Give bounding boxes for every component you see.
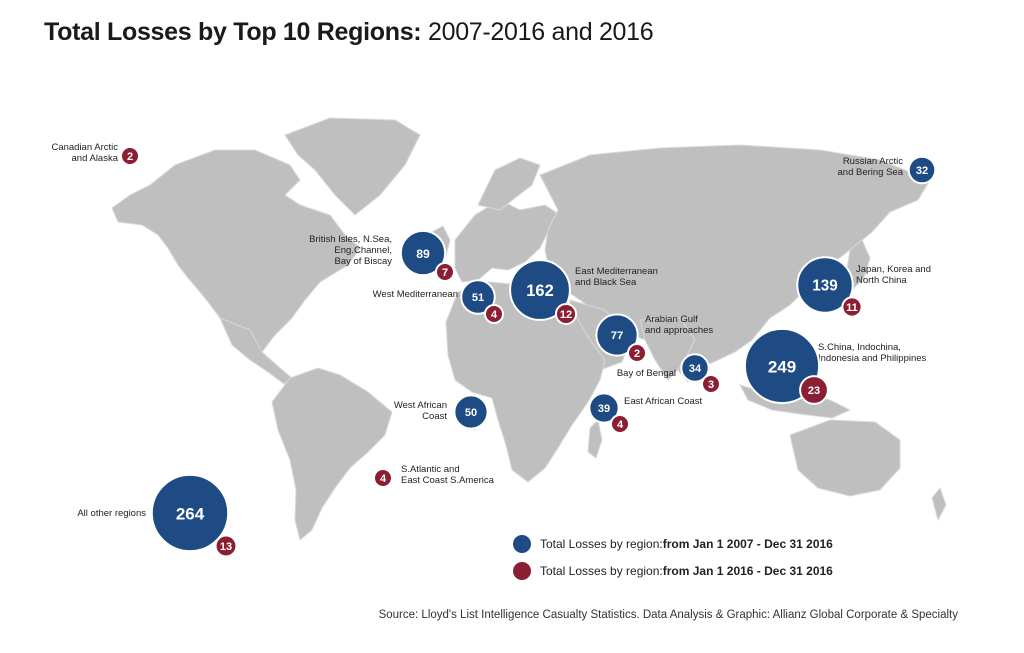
region-1-label: Russian Arctic and Bering Sea	[838, 156, 904, 178]
region-7-2007-2016-value: 249	[768, 358, 796, 377]
title-bold: Total Losses by Top 10 Regions:	[44, 18, 422, 46]
region-6-label: Arabian Gulf and approaches	[645, 314, 713, 336]
north-america	[111, 149, 361, 356]
region-9-2016-bubble	[610, 414, 630, 434]
region-2-2016-bubble	[435, 262, 455, 282]
region-8-2016-bubble	[701, 374, 721, 394]
legend-item-2016: Total Losses by region: from Jan 1 2016 …	[513, 557, 833, 584]
legend-period: from Jan 1 2007 - Dec 31 2016	[662, 536, 833, 551]
region-6-2016-bubble	[627, 343, 647, 363]
source-note: Source: Lloyd's List Intelligence Casual…	[378, 609, 958, 621]
region-4-2016-value: 12	[560, 309, 572, 321]
region-6-2016-value: 2	[634, 348, 640, 360]
region-0-2016-value: 2	[127, 151, 133, 163]
region-4-2007-2016-value: 162	[526, 282, 553, 300]
madagascar	[587, 418, 603, 459]
region-5-2007-2016-bubble	[796, 256, 854, 314]
region-7-2016-bubble	[799, 375, 829, 405]
legend-dot-blue	[513, 534, 531, 553]
region-11-label: S.Atlantic and East Coast S.America	[401, 464, 495, 486]
region-4-2016-bubble	[554, 302, 578, 326]
region-8-label: Bay of Bengal	[617, 368, 676, 379]
region-8-2016-value: 3	[708, 379, 714, 391]
legend-item-2007-2016: Total Losses by region: from Jan 1 2007 …	[513, 530, 833, 557]
region-12-2016-value: 13	[220, 541, 232, 553]
region-5-2016-bubble	[841, 296, 863, 318]
region-9-label: East African Coast	[624, 396, 703, 407]
legend: Total Losses by region: from Jan 1 2007 …	[513, 530, 833, 584]
legend-text: Total Losses by region:	[540, 536, 663, 551]
region-3-2016-bubble	[484, 304, 504, 324]
region-7-label: S.China, Indochina, Indonesia and Philipp…	[818, 342, 927, 364]
region-9-2007-2016-bubble	[588, 392, 620, 424]
new-zealand	[931, 486, 947, 522]
region-10-2007-2016-bubble	[453, 394, 489, 430]
region-3-2007-2016-bubble	[460, 279, 496, 315]
region-8-2007-2016-bubble	[680, 353, 710, 383]
region-5-2007-2016-value: 139	[812, 278, 837, 295]
australia	[789, 419, 901, 497]
greenland	[284, 117, 421, 216]
region-7-2016-value: 23	[808, 385, 820, 397]
region-3-2007-2016-value: 51	[472, 292, 484, 304]
region-3-2016-value: 4	[491, 309, 498, 321]
legend-period: from Jan 1 2016 - Dec 31 2016	[662, 563, 833, 578]
region-labels: Canadian Arctic and Alaska Russian Arctic a…	[51, 142, 931, 519]
region-4-2007-2016-bubble	[509, 259, 571, 321]
region-10-2007-2016-value: 50	[465, 407, 477, 419]
region-1-2007-2016-value: 32	[916, 165, 928, 177]
legend-dot-red	[513, 561, 531, 580]
scandinavia	[477, 157, 541, 211]
region-12-label: All other regions	[77, 508, 146, 519]
region-9-2016-value: 4	[617, 419, 624, 431]
region-0-2016-bubble	[120, 146, 140, 166]
region-6-2007-2016-bubble	[595, 313, 639, 357]
region-10-label: West African Coast	[394, 400, 448, 422]
title-rest: 2007-2016 and 2016	[421, 18, 654, 46]
south-america	[271, 367, 393, 541]
region-2-2007-2016-bubble	[399, 229, 447, 277]
region-2-label: British Isles, N.Sea, Eng.Channel, Bay of …	[309, 234, 392, 267]
region-11-2016-value: 4	[380, 473, 387, 485]
region-5-2016-value: 11	[846, 302, 858, 314]
region-4-label: East Mediterranean and Black Sea	[575, 266, 658, 288]
region-12-2016-bubble	[214, 534, 238, 558]
region-12-2007-2016-bubble	[150, 473, 230, 553]
land-masses	[111, 117, 947, 541]
region-2-2007-2016-value: 89	[416, 247, 430, 261]
loss-bubbles: 2 32 89 7 51 4 162 12 139 11 77 2 249 23 34 3 39 4 50 4 264 1…	[120, 146, 937, 558]
region-12-2007-2016-value: 264	[176, 505, 205, 524]
map-title: Total Losses by Top 10 Regions: 2007-201…	[44, 18, 654, 47]
region-6-2007-2016-value: 77	[611, 330, 624, 342]
region-2-2016-value: 7	[442, 267, 448, 279]
region-5-label: Japan, Korea and North China	[856, 264, 931, 286]
region-9-2007-2016-value: 39	[598, 403, 610, 415]
region-11-2016-bubble	[373, 468, 393, 488]
legend-text: Total Losses by region:	[540, 563, 663, 578]
region-0-label: Canadian Arctic and Alaska	[51, 142, 118, 164]
region-8-2007-2016-value: 34	[689, 363, 702, 375]
region-3-label: West Mediterranean	[373, 289, 458, 300]
region-1-2007-2016-bubble	[907, 155, 937, 185]
